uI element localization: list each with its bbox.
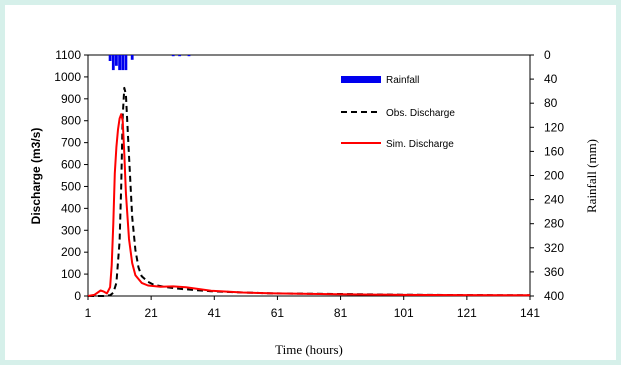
y-tick-label: 100 (61, 267, 81, 281)
obs-discharge-line (88, 86, 531, 297)
legend-label-sim: Sim. Discharge (386, 139, 454, 150)
x-tick-label: 21 (144, 306, 158, 320)
y-tick-label: 200 (61, 245, 81, 259)
y-tick-label: 1000 (54, 70, 81, 84)
y-tick-label: 900 (61, 92, 81, 106)
rainfall-bar (130, 55, 134, 60)
x-tick-label: 1 (85, 306, 92, 320)
discharge-lines (87, 86, 531, 297)
y2-tick-label: 280 (544, 217, 564, 231)
x-tick-label: 101 (394, 306, 414, 320)
left-axis-ticks: 0 100 200 300 400 500 600 700 800 900 1000 1100 (54, 48, 88, 303)
rainfall-bar (108, 55, 112, 61)
y2-tick-label: 320 (544, 241, 564, 255)
y-tick-label: 700 (61, 136, 81, 150)
x-axis-title: Time (hours) (275, 342, 343, 357)
y-tick-label: 800 (61, 114, 81, 128)
legend: Rainfall Obs. Discharge Sim. Discharge (341, 75, 455, 150)
y-tick-label: 1100 (55, 48, 81, 62)
y2-tick-label: 80 (544, 96, 558, 110)
y-tick-label: 300 (61, 223, 81, 237)
y-tick-label: 0 (74, 289, 81, 303)
y2-tick-label: 40 (544, 72, 558, 86)
chart-background (5, 5, 616, 360)
y-axis-title: Discharge (m3/s) (29, 128, 43, 225)
y2-tick-label: 360 (544, 265, 564, 279)
y2-tick-label: 160 (544, 144, 564, 158)
x-tick-label: 41 (208, 306, 222, 320)
rainfall-bar (178, 55, 181, 57)
y-tick-label: 500 (61, 179, 81, 193)
rainfall-bar (124, 55, 128, 71)
legend-label-rainfall: Rainfall (386, 75, 419, 86)
x-axis-ticks: 1 21 41 61 81 101 121 141 (85, 296, 540, 320)
sim-discharge-line (87, 113, 531, 297)
rainfall-bar (121, 55, 125, 71)
rainfall-bar (187, 55, 191, 57)
rainfall-bar (171, 55, 175, 57)
x-tick-label: 141 (520, 306, 540, 320)
x-tick-label: 121 (457, 306, 477, 320)
y-tick-label: 400 (61, 201, 81, 215)
right-axis-ticks: 0 40 80 120 160 200 240 280 320 360 400 (530, 48, 564, 303)
rainfall-bar (111, 55, 115, 71)
rainfall-bar (118, 55, 121, 71)
rainfall-bars (108, 55, 191, 71)
rainfall-bar (115, 55, 118, 66)
x-tick-label: 61 (271, 306, 285, 320)
y2-tick-label: 240 (544, 193, 564, 207)
x-tick-label: 81 (334, 306, 348, 320)
y2-tick-label: 200 (544, 169, 564, 183)
y2-tick-label: 400 (544, 289, 564, 303)
y2-tick-label: 120 (544, 120, 564, 134)
legend-label-obs: Obs. Discharge (386, 108, 455, 119)
y-tick-label: 600 (61, 158, 81, 172)
y2-axis-title: Rainfall (mm) (584, 139, 599, 213)
legend-swatch-rainfall (341, 76, 381, 83)
y2-tick-label: 0 (544, 48, 551, 62)
